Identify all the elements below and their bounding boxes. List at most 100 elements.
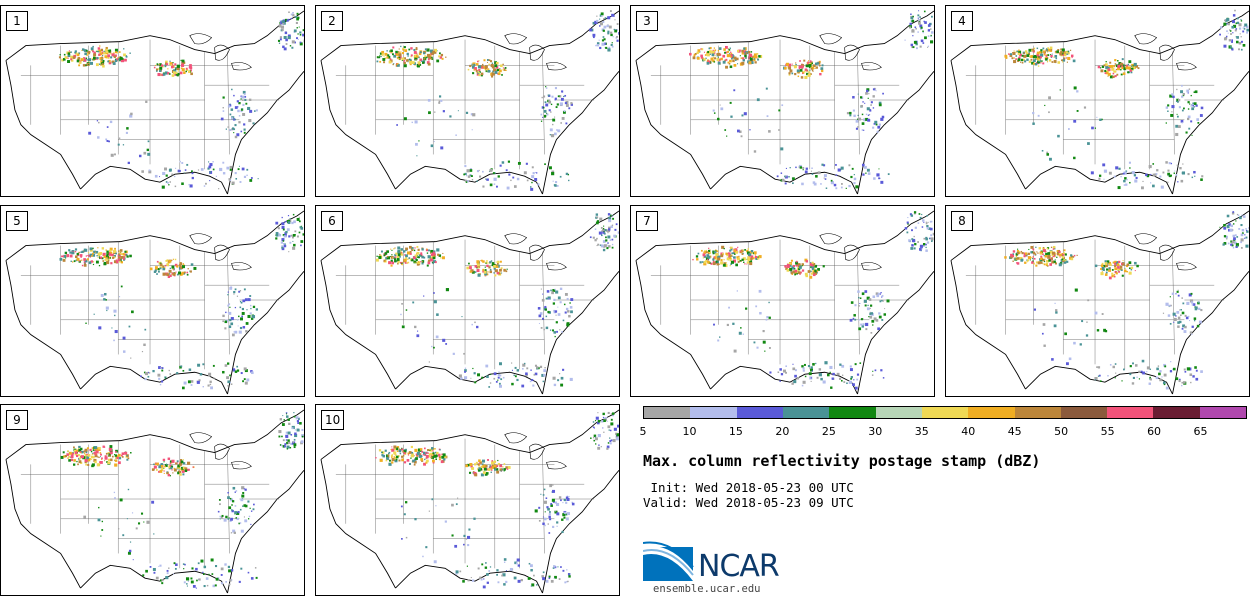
- reflectivity-cell: [400, 45, 402, 48]
- reflectivity-cell: [242, 112, 246, 116]
- reflectivity-cell: [122, 252, 125, 256]
- reflectivity-cell: [1035, 246, 1037, 248]
- reflectivity-cell: [715, 250, 717, 252]
- reflectivity-cell: [480, 473, 484, 477]
- reflectivity-cell: [597, 243, 600, 246]
- reflectivity-cell: [146, 148, 150, 152]
- reflectivity-cell: [464, 367, 467, 369]
- reflectivity-cell: [614, 29, 618, 33]
- reflectivity-cell: [275, 234, 279, 237]
- reflectivity-cell: [401, 302, 403, 305]
- reflectivity-cell: [728, 53, 731, 55]
- reflectivity-cell: [202, 363, 205, 366]
- reflectivity-cell: [166, 273, 170, 277]
- reflectivity-cell: [195, 587, 197, 589]
- reflectivity-cell: [1238, 27, 1242, 30]
- reflectivity-cell: [230, 322, 234, 326]
- reflectivity-cell: [111, 327, 113, 329]
- reflectivity-cell: [1167, 104, 1170, 107]
- reflectivity-cell: [98, 49, 102, 53]
- reflectivity-cell: [744, 57, 746, 59]
- reflectivity-cell: [1124, 268, 1126, 270]
- reflectivity-cell: [548, 512, 551, 516]
- reflectivity-cell: [704, 251, 707, 253]
- reflectivity-cell: [878, 312, 881, 315]
- reflectivity-cell: [129, 52, 131, 54]
- reflectivity-cell: [785, 62, 789, 66]
- reflectivity-cell: [497, 379, 499, 381]
- reflectivity-cell: [811, 66, 815, 70]
- reflectivity-cell: [117, 256, 121, 259]
- reflectivity-cell: [516, 378, 519, 382]
- reflectivity-cell: [229, 374, 231, 377]
- reflectivity-cell: [904, 227, 908, 230]
- reflectivity-cell: [931, 15, 933, 18]
- reflectivity-cell: [931, 31, 934, 34]
- reflectivity-cell: [1173, 172, 1175, 174]
- reflectivity-cell: [166, 471, 168, 473]
- reflectivity-cell: [164, 66, 166, 68]
- reflectivity-cell: [405, 254, 408, 258]
- reflectivity-cell: [98, 456, 100, 459]
- reflectivity-cell: [292, 441, 295, 443]
- reflectivity-cell: [711, 53, 715, 57]
- reflectivity-cell: [906, 221, 909, 224]
- reflectivity-cell: [1175, 124, 1179, 128]
- reflectivity-cell: [1176, 310, 1180, 314]
- reflectivity-cell: [93, 450, 96, 452]
- reflectivity-cell: [506, 186, 510, 190]
- reflectivity-cell: [400, 248, 404, 251]
- reflectivity-cell: [413, 249, 416, 252]
- reflectivity-cell: [1132, 66, 1135, 70]
- reflectivity-cell: [484, 65, 488, 69]
- reflectivity-cell: [1053, 260, 1056, 263]
- reflectivity-cell: [1233, 223, 1235, 225]
- reflectivity-cell: [190, 577, 193, 580]
- reflectivity-cell: [431, 261, 434, 264]
- reflectivity-cell: [411, 451, 414, 454]
- reflectivity-cell: [869, 114, 871, 116]
- reflectivity-cell: [927, 46, 929, 48]
- reflectivity-cell: [189, 270, 192, 273]
- reflectivity-cell: [1042, 62, 1045, 65]
- reflectivity-cell: [281, 216, 283, 219]
- reflectivity-cell: [77, 463, 79, 466]
- reflectivity-cell: [403, 250, 406, 253]
- reflectivity-cell: [121, 452, 125, 455]
- reflectivity-cell: [547, 507, 550, 511]
- reflectivity-cell: [168, 269, 172, 273]
- reflectivity-cell: [1183, 330, 1187, 333]
- reflectivity-cell: [481, 563, 484, 566]
- reflectivity-cell: [242, 326, 246, 329]
- reflectivity-cell: [281, 238, 285, 242]
- reflectivity-cell: [803, 70, 806, 73]
- reflectivity-cell: [391, 261, 394, 265]
- reflectivity-cell: [1028, 248, 1030, 251]
- reflectivity-cell: [166, 471, 169, 475]
- reflectivity-cell: [603, 244, 607, 247]
- reflectivity-cell: [503, 561, 506, 563]
- reflectivity-cell: [503, 468, 506, 471]
- reflectivity-cell: [122, 256, 125, 259]
- reflectivity-cell: [910, 16, 914, 20]
- reflectivity-cell: [109, 458, 113, 462]
- reflectivity-cell: [733, 349, 737, 353]
- reflectivity-cell: [387, 454, 390, 457]
- reflectivity-cell: [741, 57, 745, 60]
- reflectivity-cell: [235, 177, 238, 180]
- reflectivity-cell: [107, 49, 111, 53]
- reflectivity-cell: [607, 32, 610, 35]
- coastline: [320, 60, 396, 190]
- reflectivity-cell: [68, 459, 71, 462]
- reflectivity-cell: [67, 54, 71, 58]
- reflectivity-cell: [291, 40, 295, 44]
- reflectivity-cell: [463, 173, 466, 176]
- reflectivity-cell: [1012, 52, 1014, 54]
- reflectivity-cell: [89, 448, 92, 452]
- reflectivity-cell: [90, 450, 93, 453]
- reflectivity-cell: [1114, 267, 1118, 271]
- reflectivity-cell: [1240, 238, 1244, 242]
- reflectivity-cell: [1133, 174, 1137, 177]
- reflectivity-cell: [298, 216, 300, 218]
- reflectivity-cell: [542, 516, 544, 518]
